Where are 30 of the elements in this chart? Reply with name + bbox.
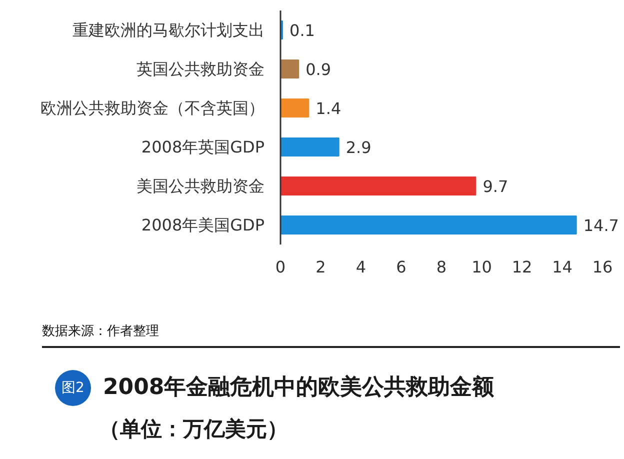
data-label: 0.9 bbox=[306, 60, 332, 79]
x-tick-label: 2 bbox=[316, 258, 326, 276]
bar bbox=[280, 216, 577, 234]
text: 2008年金融危机中的欧美公共救助金额 bbox=[103, 374, 494, 402]
data-label: 1.4 bbox=[316, 99, 342, 118]
x-tick-label: 8 bbox=[436, 258, 447, 276]
data-label: 0.1 bbox=[290, 21, 315, 40]
text: （单位：万亿美元） bbox=[99, 416, 288, 444]
y-tick-label: 欧洲公共救助资金（不含英国） bbox=[40, 98, 264, 118]
data-label: 14.7 bbox=[583, 216, 619, 235]
bar bbox=[280, 98, 310, 118]
data-label: 9.7 bbox=[482, 177, 508, 196]
bar bbox=[280, 176, 476, 196]
data-label: 2.9 bbox=[346, 138, 372, 157]
x-tick-label: 0 bbox=[275, 258, 286, 276]
bar bbox=[280, 60, 300, 78]
x-tick-label: 4 bbox=[356, 258, 366, 276]
source-note: 数据来源：作者整理 bbox=[42, 324, 159, 340]
y-tick-label: 英国公共救助资金 bbox=[136, 60, 264, 78]
x-tick-label: 10 bbox=[472, 258, 492, 276]
y-tick-label: 美国公共救助资金 bbox=[136, 176, 264, 196]
bar bbox=[280, 138, 340, 156]
caption: 图2 bbox=[55, 370, 91, 406]
x-tick-label: 14 bbox=[552, 258, 572, 276]
x-tick-label: 16 bbox=[592, 258, 613, 276]
x-tick-label: 6 bbox=[396, 258, 406, 276]
y-tick-label: 2008年美国GDP bbox=[141, 216, 265, 234]
x-tick-label: 12 bbox=[512, 258, 532, 276]
y-tick-label: 2008年英国GDP bbox=[141, 138, 265, 156]
y-tick-label: 重建欧洲的马歇尔计划支出 bbox=[72, 20, 264, 40]
